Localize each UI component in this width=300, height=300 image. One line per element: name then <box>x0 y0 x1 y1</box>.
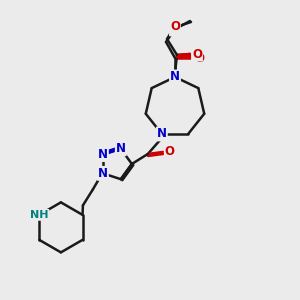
Text: N: N <box>98 167 108 180</box>
Text: N: N <box>98 148 108 161</box>
Text: O: O <box>170 20 180 32</box>
Text: O: O <box>192 47 202 61</box>
Text: O: O <box>170 22 180 35</box>
Text: O: O <box>165 146 175 158</box>
Text: O: O <box>194 52 204 64</box>
Text: NH: NH <box>30 210 49 220</box>
Text: N: N <box>116 142 126 155</box>
Text: N: N <box>157 128 167 140</box>
Text: N: N <box>170 70 180 83</box>
